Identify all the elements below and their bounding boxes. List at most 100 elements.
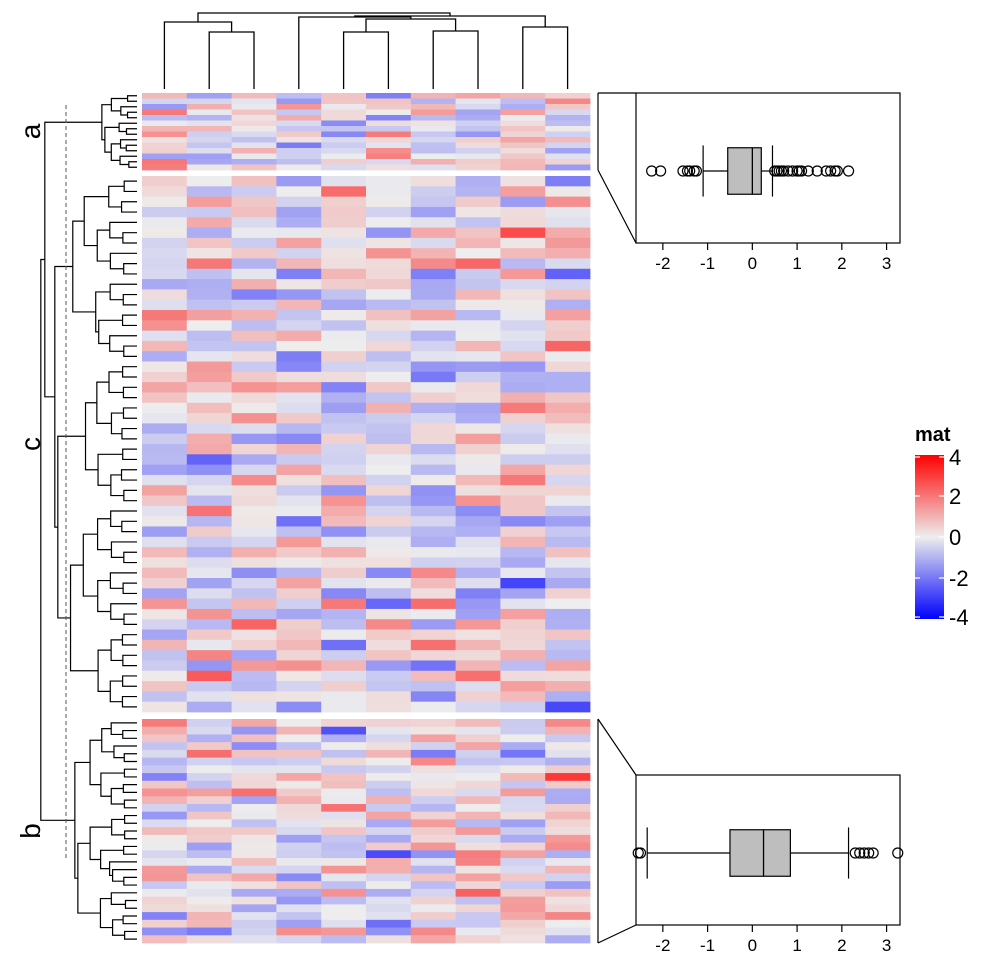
heatmap-cell [545,536,591,548]
heatmap-cell [410,567,456,579]
heatmap-cell [186,148,232,154]
heatmap-cell [410,811,456,820]
column-dendrogram-branch [365,18,457,32]
heatmap-cell [186,516,232,527]
heatmap-cell [410,258,456,270]
heatmap-cell [366,423,412,435]
boxplot-box [727,147,762,195]
heatmap-cell [142,217,188,228]
heatmap-cell [142,120,188,127]
heatmap-cell [410,382,456,393]
row-slice-labels: a c b [15,123,46,839]
heatmap-cell [366,557,412,569]
heatmap-cell [321,773,367,782]
heatmap-cell [276,701,322,713]
heatmap-cell [186,608,232,620]
heatmap-cell [231,474,277,486]
heatmap-cell [321,719,367,728]
heatmap-cell [366,371,412,383]
boxplot-annotations: -2 -1 0 1 2 3 -2 -1 0 1 2 3 [597,92,904,955]
heatmap-cell [321,904,367,913]
heatmap-cell [366,619,412,630]
heatmap-cell [545,310,591,321]
heatmap-cell [321,299,367,311]
heatmap-cell [186,268,232,280]
heatmap-cell [321,382,367,393]
heatmap-cell [186,765,232,774]
heatmap-cell [142,608,188,620]
heatmap-cell [321,206,367,218]
row-dendrogram-branch [97,649,112,692]
heatmap-cell [410,268,456,280]
heatmap-cell [186,279,232,290]
heatmap-cell [366,842,412,851]
heatmap-cell [231,896,277,905]
boxplot-outlier [782,165,794,177]
heatmap-cell [366,464,412,476]
heatmap-cell [545,888,591,898]
heatmap-cell [410,865,456,874]
heatmap-cell [321,137,367,143]
row-dendrogram-branch [110,892,137,905]
heatmap-cell [231,464,277,476]
heatmap-cell [366,660,412,672]
heatmap-cell [410,402,456,414]
heatmap-cell [231,153,277,160]
heatmap-cell [186,258,232,270]
heatmap-cell [455,148,501,154]
heatmap-cell [455,153,501,160]
heatmap-cell [500,749,546,759]
heatmap-cell [455,159,501,165]
row-dendrogram-branch [123,845,137,855]
heatmap-cell [186,598,232,610]
heatmap-cell [410,248,456,259]
column-dendrogram [163,12,569,89]
heatmap-cell [545,858,591,867]
heatmap-cell [231,701,277,713]
heatmap-cell [455,788,501,797]
heatmap-cell [500,598,546,610]
heatmap-cell [500,734,546,743]
row-dendrogram-branch [123,876,137,886]
boxplot-outlier [690,165,703,177]
heatmap-cell [455,619,501,630]
heatmap-cell [545,526,591,538]
heatmap-cell [500,850,546,859]
heatmap-cell [455,780,501,789]
heatmap-cell [231,104,277,110]
heatmap-cell [231,361,277,373]
heatmap-cell [321,474,367,486]
heatmap-cell [276,268,322,280]
boxplot-outlier [820,165,832,177]
heatmap-cell [410,773,456,782]
heatmap-cell [500,227,546,239]
heatmap-cell [321,454,367,466]
heatmap-cell [410,827,456,836]
heatmap-cell [321,757,367,766]
heatmap-cell [455,248,501,259]
heatmap-cell [500,392,546,404]
heatmap-cell [500,196,546,208]
heatmap-cell [455,858,501,867]
heatmap-cell [186,639,232,651]
heatmap-cell [142,137,188,143]
boxplot-outlier [778,165,790,177]
heatmap-cell [366,217,412,228]
heatmap-cell [276,865,322,874]
heatmap-cell [410,423,456,435]
heatmap-cell [321,126,367,132]
column-dendrogram-branch [197,12,451,22]
heatmap-cell [455,516,501,527]
heatmap-cell [545,873,591,882]
heatmap-cell [500,474,546,486]
heatmap-cell [455,485,501,496]
heatmap-cell [186,196,232,208]
heatmap-cell [276,881,322,890]
heatmap-cell [276,749,322,759]
row-dendrogram-branch [122,293,137,306]
legend-tick-label: 4 [949,445,961,470]
heatmap-cell [455,935,501,944]
heatmap-cell [186,505,232,517]
row-dendrogram-branch [109,572,137,589]
heatmap-cell [545,361,591,373]
